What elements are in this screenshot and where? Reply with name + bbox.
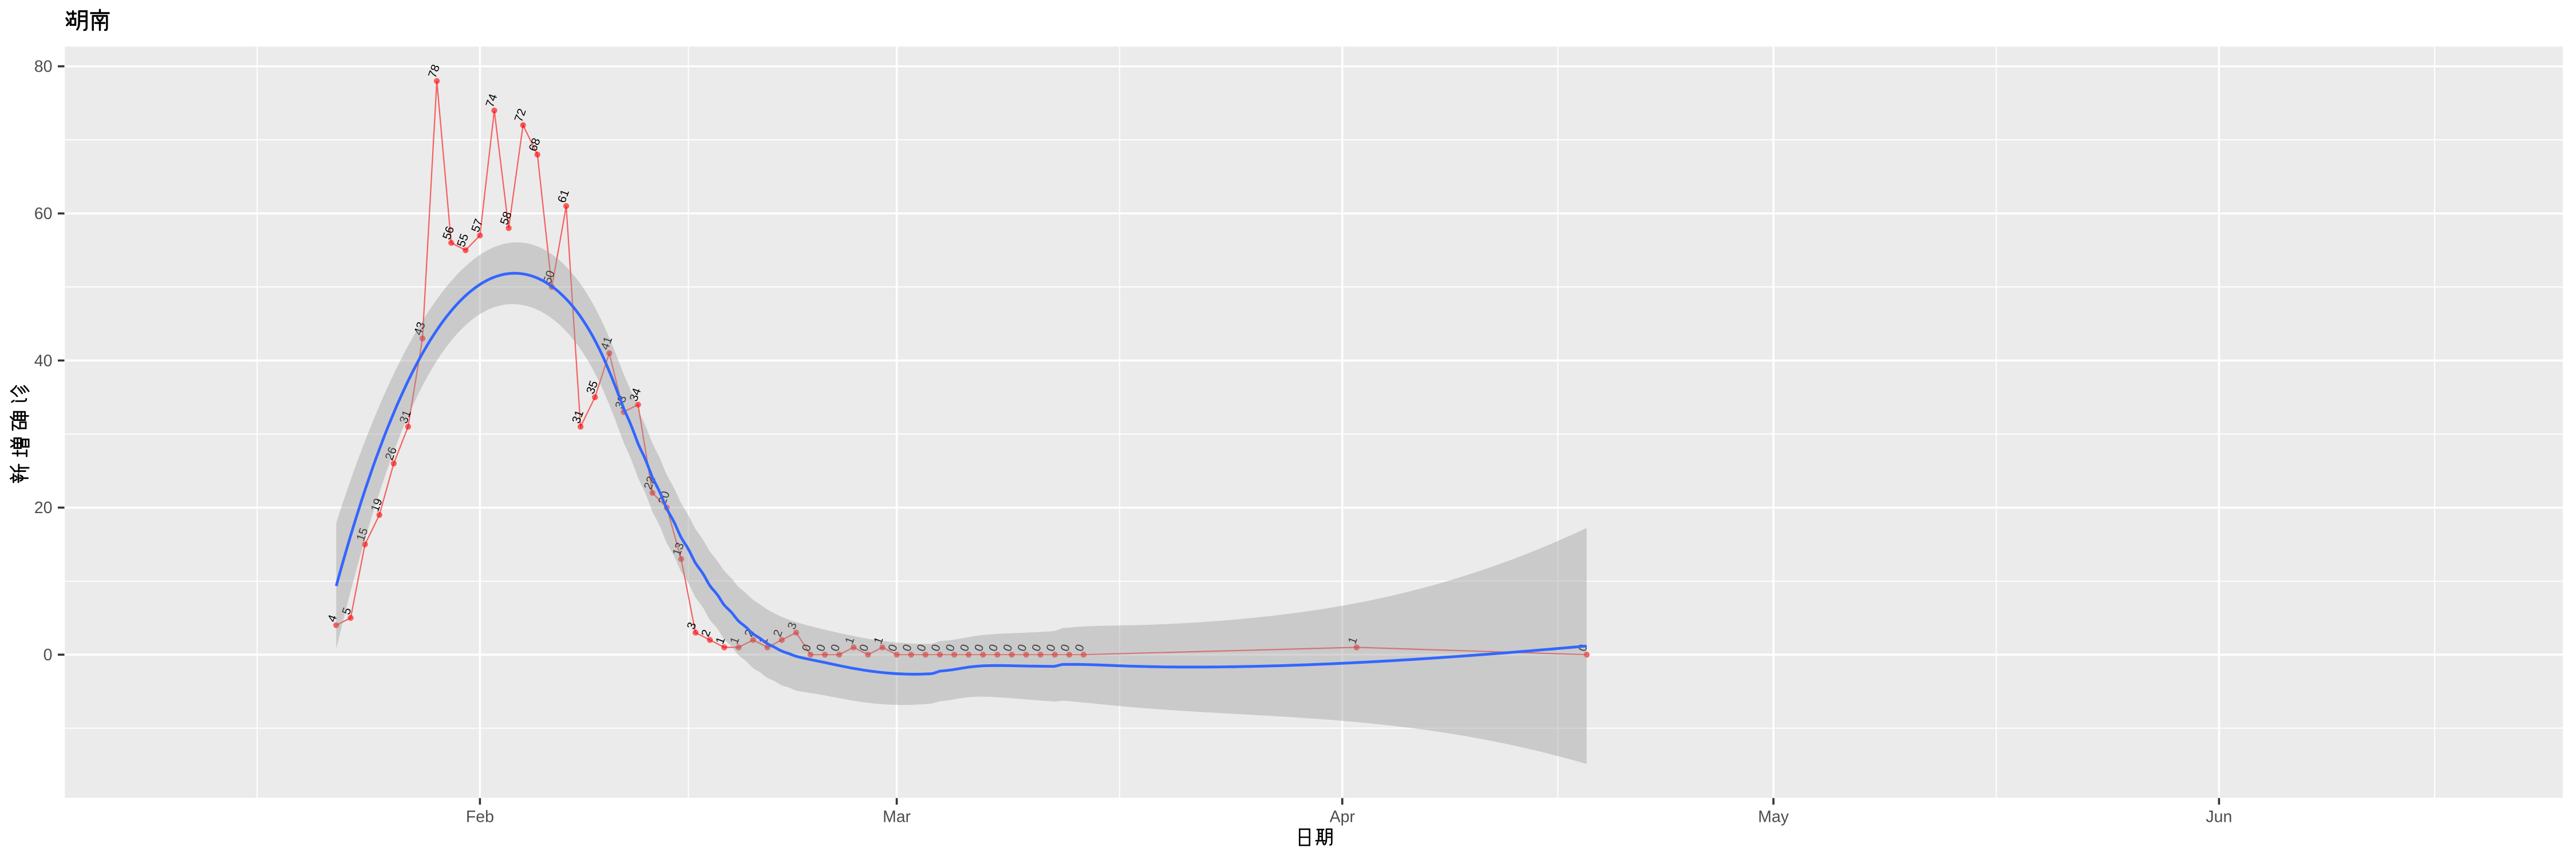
svg-text:40: 40 <box>34 352 53 370</box>
svg-text:60: 60 <box>34 205 53 223</box>
svg-text:Mar: Mar <box>883 808 911 826</box>
svg-text:0: 0 <box>44 646 53 664</box>
svg-text:80: 80 <box>34 58 53 76</box>
svg-text:Apr: Apr <box>1330 808 1356 826</box>
svg-text:20: 20 <box>34 499 53 517</box>
svg-text:Feb: Feb <box>466 808 494 826</box>
svg-text:Jun: Jun <box>2206 808 2232 826</box>
svg-text:May: May <box>1758 808 1789 826</box>
